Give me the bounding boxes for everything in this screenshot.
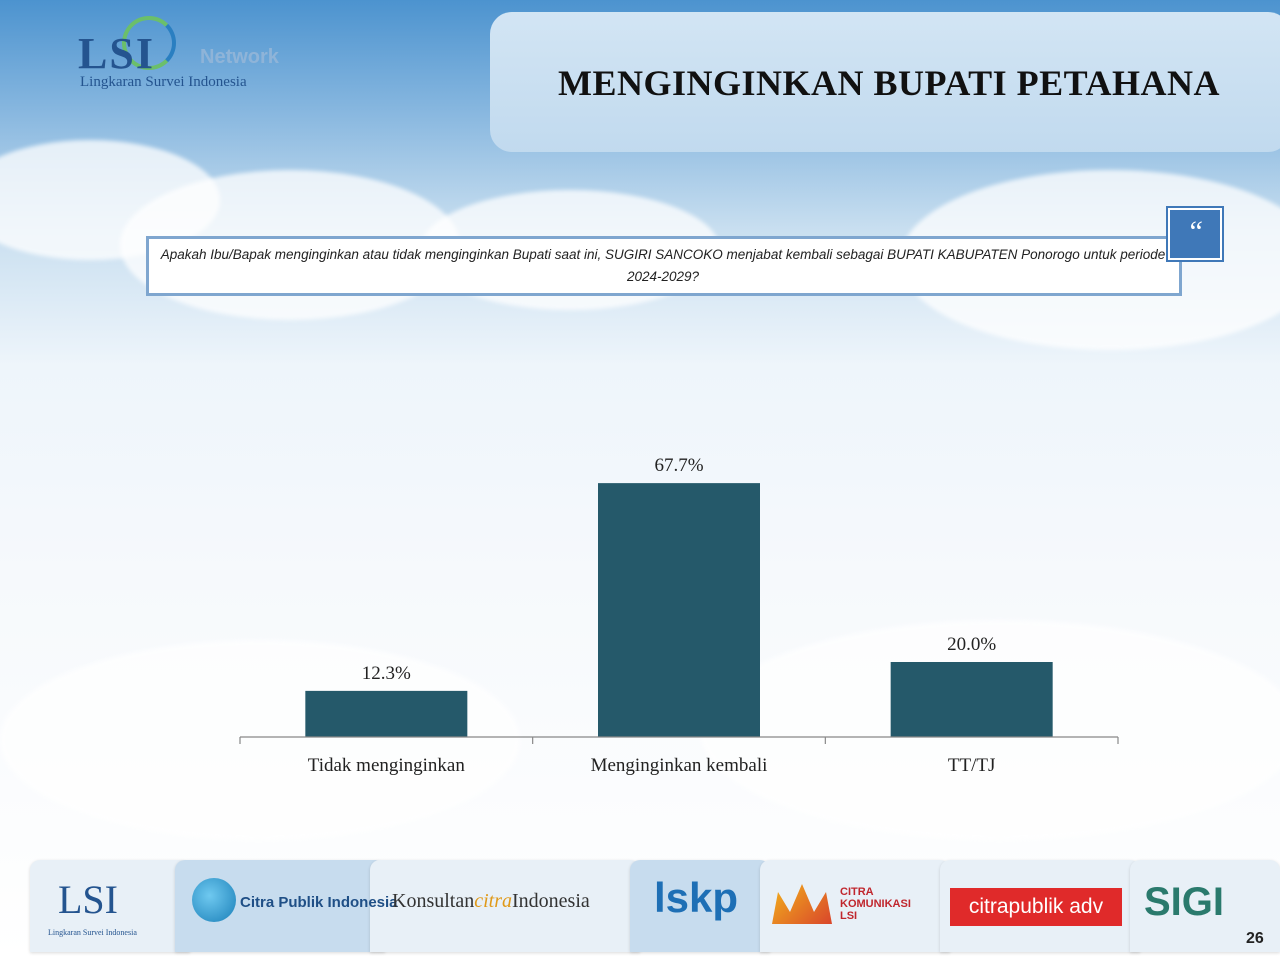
footer-tab (370, 860, 640, 952)
category-label: Menginginkan kembali (591, 755, 768, 776)
footer-logo-sigi: SIGI (1144, 880, 1225, 924)
bar-value-label: 67.7% (654, 455, 703, 476)
question-text: Apakah Ibu/Bapak menginginkan atau tidak… (160, 247, 1166, 284)
quote-icon: “ (1168, 208, 1222, 260)
footer-logo-strip: LSI Lingkaran Survei Indonesia Citra Pub… (0, 852, 1280, 960)
logo-main: LSI (78, 29, 155, 78)
bar-menginginkan-kembali (598, 483, 760, 737)
footer-tab (30, 860, 190, 952)
konsultan-word: Konsultan (392, 890, 475, 912)
lsi-network-logo: LSI Network Lingkaran Survei Indonesia (78, 16, 318, 108)
logo-ring-icon (122, 16, 176, 70)
footer-tab (760, 860, 950, 952)
footer-logo-citra-komunikasi: CITRA KOMUNIKASI LSI (840, 886, 911, 922)
question-box (146, 236, 1182, 296)
footer-logo-citra-publik: Citra Publik Indonesia (240, 894, 398, 911)
footer-logo-lsi: LSI (58, 877, 118, 922)
logo-network: Network (200, 46, 279, 68)
category-label: Tidak menginginkan (308, 755, 466, 776)
logo-subtitle: Lingkaran Survei Indonesia (80, 74, 247, 90)
bar-value-label: 20.0% (947, 634, 996, 655)
title-panel (490, 12, 1280, 152)
citra-publik-icon (192, 878, 236, 922)
cloud (0, 640, 520, 840)
citra-word: citra (474, 890, 512, 912)
bar-tt-tj (890, 662, 1053, 737)
bar-value-label: 12.3% (362, 663, 411, 684)
footer-tab (1130, 860, 1280, 952)
category-label: TT/TJ (948, 755, 996, 776)
footer-logo-konsultan: KonsultancitraIndonesia (392, 890, 590, 913)
footer-logo-citrapublik-adv: citrapublik adv (950, 888, 1122, 926)
footer-tab (630, 860, 770, 952)
footer-logo-lskp: lskp (654, 874, 739, 921)
page-title: MENGINGINKAN BUPATI PETAHANA (558, 63, 1221, 103)
bar-tidak-menginginkan (305, 690, 468, 737)
page-number: 26 (1246, 930, 1264, 947)
footer-logo-lsi-subtitle: Lingkaran Survei Indonesia (48, 928, 137, 937)
indonesia-word: Indonesia (512, 890, 590, 912)
